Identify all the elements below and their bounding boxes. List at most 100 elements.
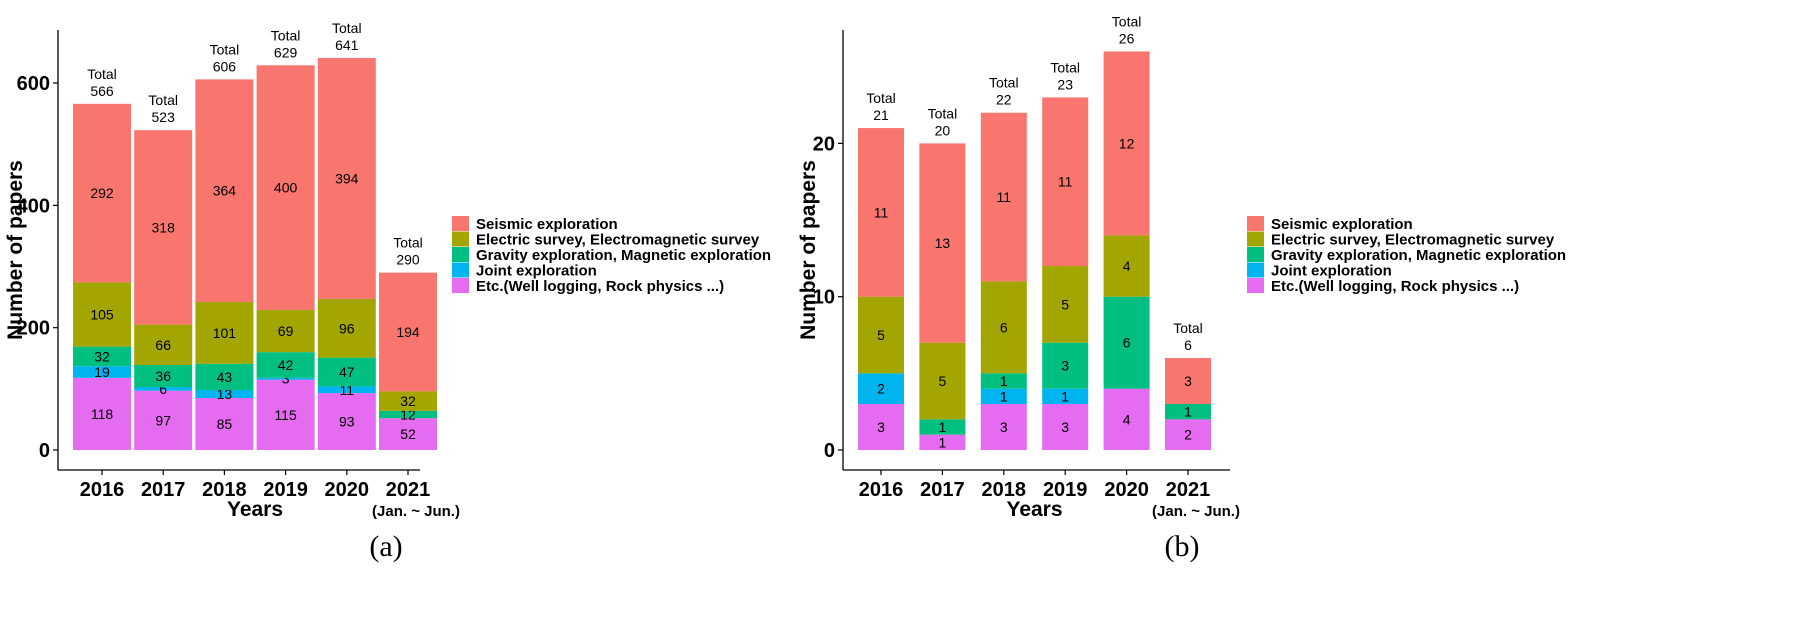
y-tick-label: 10 bbox=[813, 287, 835, 309]
bar-segment bbox=[195, 363, 254, 391]
x-axis-title: Years bbox=[1006, 498, 1062, 521]
bar-segment-label: 36 bbox=[155, 368, 171, 384]
bar-segment bbox=[195, 390, 254, 399]
bar-segment bbox=[980, 112, 1027, 282]
bar-segment bbox=[317, 57, 376, 299]
legend-swatch bbox=[452, 247, 469, 262]
bar-segment bbox=[1042, 266, 1089, 343]
x-tick-label: 2018 bbox=[202, 479, 247, 501]
bar-segment-label: 47 bbox=[339, 364, 355, 380]
bar-segment-label: 3 bbox=[1061, 358, 1069, 374]
x-tick-label: 2020 bbox=[1104, 479, 1149, 501]
bar-segment bbox=[134, 387, 193, 391]
legend-entry-label: Gravity exploration, Magnetic exploratio… bbox=[1271, 247, 1566, 264]
bar-segment bbox=[980, 373, 1027, 389]
total-prefix-label: Total bbox=[928, 105, 958, 121]
x-tick-label: 2021 bbox=[1166, 479, 1211, 501]
bar-segment-label: 115 bbox=[274, 407, 297, 423]
total-value-label: 6 bbox=[1184, 337, 1192, 353]
bar-segment bbox=[919, 434, 966, 450]
bar-segment bbox=[317, 386, 376, 394]
bar-segment-label: 43 bbox=[217, 369, 233, 385]
bar-segment bbox=[1165, 419, 1211, 450]
bar-segment bbox=[379, 418, 437, 450]
total-prefix-label: Total bbox=[210, 41, 240, 57]
legend-entry-label: Seismic exploration bbox=[476, 216, 618, 233]
y-tick-label: 20 bbox=[813, 133, 835, 155]
bar-segment-label: 11 bbox=[997, 189, 1012, 205]
legend-entry-label: Seismic exploration bbox=[1271, 216, 1413, 233]
total-value-label: 606 bbox=[213, 58, 237, 74]
total-value-label: 20 bbox=[935, 122, 951, 138]
bar-segment-label: 52 bbox=[400, 426, 416, 442]
bar-segment-label: 11 bbox=[874, 204, 889, 220]
bar-segment bbox=[134, 364, 193, 388]
x-tick-sublabel: (Jan. ~ Jun.) bbox=[1152, 503, 1240, 520]
y-tick-label: 0 bbox=[39, 440, 50, 462]
total-value-label: 26 bbox=[1119, 30, 1135, 46]
bar-segment-label: 1 bbox=[1000, 373, 1008, 389]
bar-segment bbox=[1042, 342, 1089, 389]
bar-segment bbox=[858, 404, 904, 450]
total-prefix-label: Total bbox=[1112, 13, 1142, 29]
bar-segment-label: 1 bbox=[939, 419, 947, 435]
legend-entry-label: Etc.(Well logging, Rock physics ...) bbox=[476, 278, 724, 295]
total-value-label: 566 bbox=[90, 83, 114, 99]
bar-segment-label: 97 bbox=[155, 412, 171, 428]
bar-segment bbox=[317, 357, 376, 387]
bar-segment bbox=[317, 298, 376, 358]
total-value-label: 629 bbox=[274, 44, 298, 60]
bar-segment-label: 2 bbox=[877, 381, 885, 397]
total-prefix-label: Total bbox=[271, 27, 301, 43]
bar-segment bbox=[73, 282, 131, 347]
bar-segment bbox=[73, 103, 131, 283]
bar-segment bbox=[256, 65, 315, 310]
bar-segment-label: 101 bbox=[213, 325, 237, 341]
x-tick-label: 2020 bbox=[325, 479, 370, 501]
total-value-label: 641 bbox=[335, 37, 359, 53]
total-prefix-label: Total bbox=[866, 90, 896, 106]
bar-segment-label: 292 bbox=[90, 185, 114, 201]
bar-segment-label: 4 bbox=[1123, 258, 1131, 274]
bar-segment-label: 1 bbox=[1000, 388, 1008, 404]
bar-segment bbox=[1042, 404, 1089, 450]
bar-segment bbox=[256, 379, 315, 450]
bar-segment bbox=[980, 388, 1027, 405]
legend-entry-label: Gravity exploration, Magnetic exploratio… bbox=[476, 247, 771, 264]
y-axis-title: Number of papers bbox=[797, 160, 820, 340]
bar-segment-label: 96 bbox=[339, 320, 355, 336]
legend-entry-label: Electric survey, Electromagnetic survey bbox=[476, 232, 760, 249]
bar-segment-label: 3 bbox=[1061, 419, 1069, 435]
x-tick-label: 2019 bbox=[1043, 479, 1088, 501]
total-prefix-label: Total bbox=[1050, 59, 1080, 75]
x-tick-label: 2017 bbox=[920, 479, 965, 501]
bar-segment bbox=[1103, 235, 1150, 297]
bar-segment bbox=[256, 377, 315, 380]
bar-segment-label: 5 bbox=[877, 327, 885, 343]
total-value-label: 523 bbox=[152, 109, 176, 125]
bar-segment-label: 1 bbox=[939, 434, 947, 450]
bar-segment-label: 19 bbox=[94, 364, 110, 380]
legend-swatch bbox=[1247, 278, 1264, 293]
bar-segment bbox=[73, 346, 131, 367]
bar-segment-label: 364 bbox=[213, 183, 237, 199]
bar-segment-label: 2 bbox=[1184, 427, 1192, 443]
bar-segment bbox=[379, 391, 437, 411]
total-value-label: 290 bbox=[396, 252, 420, 268]
total-value-label: 21 bbox=[873, 107, 889, 123]
bar-segment-label: 6 bbox=[1123, 335, 1131, 351]
bar-segment bbox=[1103, 388, 1150, 450]
legend-swatch bbox=[1247, 247, 1264, 262]
total-prefix-label: Total bbox=[989, 75, 1019, 91]
bar-segment bbox=[195, 398, 254, 450]
total-value-label: 23 bbox=[1057, 76, 1073, 92]
legend-swatch bbox=[452, 278, 469, 293]
x-axis-title: Years bbox=[227, 498, 283, 521]
x-tick-label: 2019 bbox=[263, 479, 308, 501]
bar-segment-label: 1 bbox=[1184, 404, 1192, 420]
bar-segment bbox=[919, 342, 966, 420]
bar-segment bbox=[919, 143, 966, 343]
total-prefix-label: Total bbox=[87, 66, 117, 82]
